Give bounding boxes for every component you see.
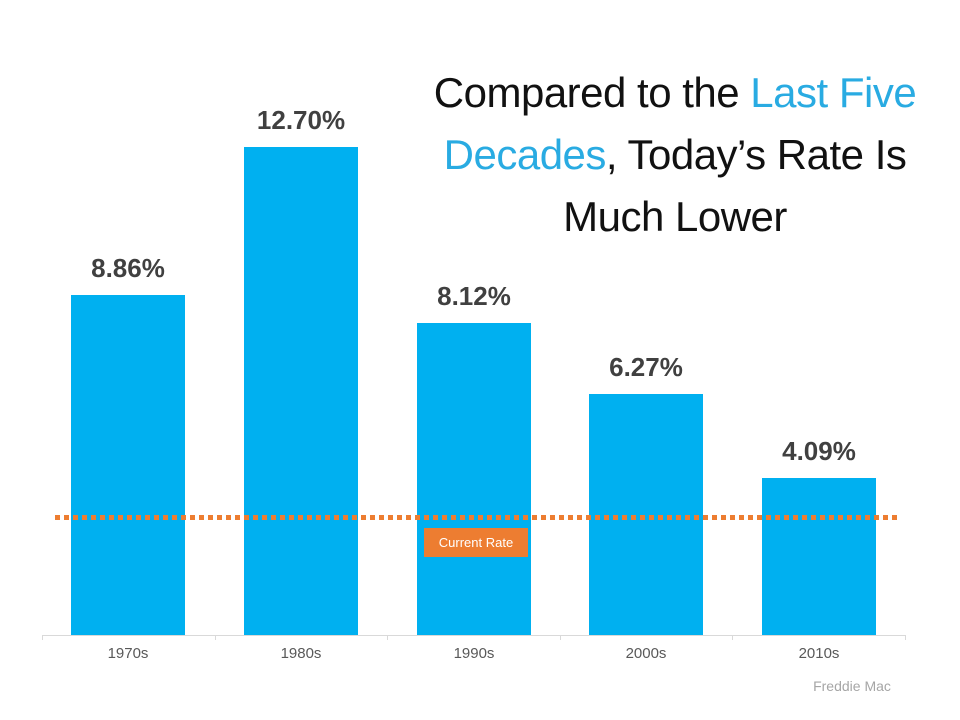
- title-line-3: Much Lower: [385, 186, 960, 248]
- title-accent-text: Decades: [443, 131, 607, 178]
- x-axis-label: 1970s: [107, 645, 149, 662]
- current-rate-badge: Current Rate: [424, 528, 528, 557]
- title-text: Compared to the: [433, 69, 751, 116]
- title-text: Much Lower: [563, 193, 787, 240]
- x-axis-line: [42, 635, 905, 636]
- bar-value-label: 6.27%: [609, 352, 683, 382]
- source-credit: Freddie Mac: [813, 678, 891, 694]
- x-axis-label: 2000s: [625, 645, 667, 662]
- bar-2010s: [762, 478, 876, 635]
- x-axis-tick: [387, 635, 388, 640]
- bar-1990s: [417, 323, 531, 635]
- bar-1970s: [71, 295, 185, 635]
- x-axis-label: 2010s: [798, 645, 840, 662]
- current-rate-dotted-line: [55, 515, 900, 520]
- x-axis-label: 1990s: [453, 645, 495, 662]
- bar-2000s: [589, 394, 703, 635]
- title-accent-text: Last Five: [750, 69, 917, 116]
- x-axis-tick: [215, 635, 216, 640]
- x-axis-tick: [732, 635, 733, 640]
- slide-title: Compared to the Last Five Decades, Today…: [385, 62, 960, 248]
- bar-1980s: [244, 147, 358, 635]
- bar-value-label: 12.70%: [256, 105, 346, 135]
- x-axis-tick: [42, 635, 43, 640]
- x-axis-label: 1980s: [280, 645, 322, 662]
- x-axis-tick: [905, 635, 906, 640]
- bar-value-label: 4.09%: [782, 436, 856, 466]
- title-text: , Today’s Rate Is: [605, 131, 907, 178]
- x-axis-tick: [560, 635, 561, 640]
- title-line-2: Decades, Today’s Rate Is: [385, 124, 960, 186]
- title-line-1: Compared to the Last Five: [385, 62, 960, 124]
- bar-value-label: 8.86%: [91, 253, 165, 283]
- bar-value-label: 8.12%: [437, 281, 511, 311]
